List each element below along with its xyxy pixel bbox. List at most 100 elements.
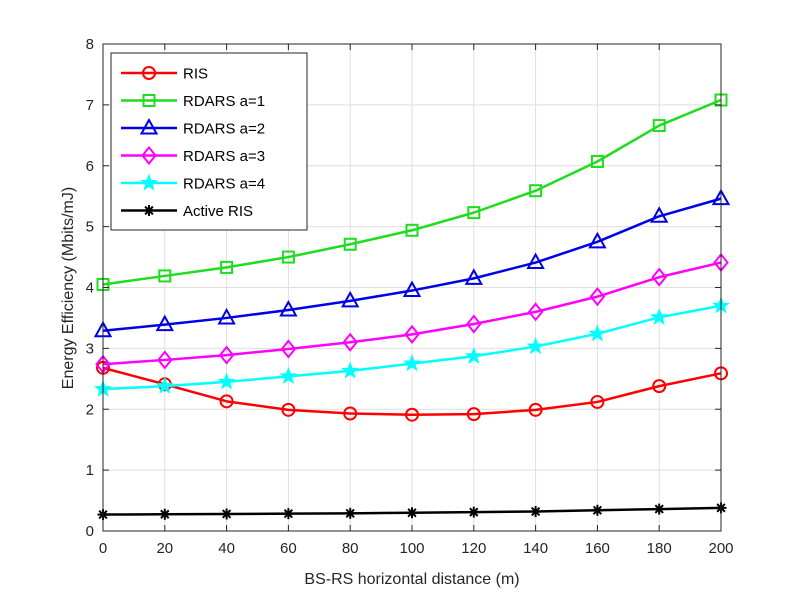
data-point-rdars-a-4: [464, 346, 483, 364]
data-point-active-ris: [591, 504, 603, 516]
x-axis-label: BS-RS horizontal distance (m): [304, 571, 519, 588]
series-line-rdars-a-3: [102, 261, 722, 366]
data-point-rdars-a-4: [650, 307, 669, 325]
y-tick-label: 6: [86, 158, 94, 175]
legend-label: RDARS a=1: [183, 93, 265, 110]
asterisk-stroke: [407, 508, 417, 518]
asterisk-stroke: [654, 504, 664, 514]
legend-entry-rdars-a-4: RDARS a=4: [121, 173, 265, 193]
legend-marker: [142, 94, 156, 107]
data-point-rdars-a-1: [158, 269, 172, 283]
data-point-active-ris: [530, 506, 542, 518]
asterisk-stroke: [160, 509, 170, 519]
asterisk-stroke: [469, 507, 479, 517]
data-point-rdars-a-2: [464, 268, 483, 285]
series-line-rdars-a-1: [102, 98, 722, 286]
y-tick-label: 2: [86, 401, 94, 418]
legend-entry-rdars-a-2: RDARS a=2: [121, 117, 265, 138]
legend-label: RDARS a=4: [183, 176, 265, 193]
asterisk-stroke: [345, 508, 355, 518]
data-point-rdars-a-2: [588, 231, 607, 249]
data-point-rdars-a-4: [217, 372, 236, 390]
data-point-rdars-a-2: [526, 252, 545, 270]
data-point-rdars-a-4: [341, 361, 360, 379]
legend-entry-active-ris: Active RIS: [121, 203, 253, 220]
data-point-rdars-a-3: [589, 287, 606, 307]
data-point-rdars-a-2: [217, 307, 236, 325]
y-tick-label: 8: [86, 36, 94, 53]
data-point-rdars-a-1: [405, 223, 419, 237]
data-point-ris: [405, 407, 419, 422]
x-tick-label: 80: [342, 540, 359, 557]
data-point-rdars-a-2: [402, 280, 422, 298]
series-layer: [93, 93, 731, 521]
data-point-rdars-a-3: [280, 339, 297, 359]
y-tick-label: 0: [86, 523, 94, 540]
data-point-ris: [528, 402, 543, 417]
legend-marker: [142, 66, 156, 80]
data-point-rdars-a-4: [588, 324, 607, 342]
legend-marker: [139, 173, 159, 191]
data-point-rdars-a-4: [402, 354, 422, 372]
y-tick-label: 7: [86, 97, 94, 114]
legend-entry-rdars-a-1: RDARS a=1: [121, 93, 265, 110]
data-point-rdars-a-3: [404, 324, 420, 344]
data-point-rdars-a-2: [341, 290, 360, 308]
legend: RIS RDARS a=1 RDARS a=2 RDARS a=3 RDARS a=4 A…: [110, 52, 308, 231]
data-point-rdars-a-1: [529, 184, 543, 198]
data-point-ris: [281, 402, 296, 417]
x-tick-label: 0: [99, 540, 107, 557]
x-tick-label: 40: [218, 540, 235, 557]
data-point-active-ris: [221, 508, 233, 520]
y-tick-label: 4: [86, 280, 94, 297]
asterisk-stroke: [592, 505, 602, 515]
legend-label: RDARS a=2: [183, 121, 265, 138]
x-tick-label: 160: [585, 540, 610, 557]
x-tick-label: 120: [461, 540, 486, 557]
series-line-ris: [102, 366, 722, 416]
legend-entry-rdars-a-3: RDARS a=3: [121, 145, 265, 166]
data-point-active-ris: [468, 506, 480, 518]
data-point-rdars-a-3: [527, 302, 544, 322]
legend-box: [110, 52, 308, 231]
x-tick-label: 60: [280, 540, 297, 557]
series-line-rdars-a-2: [102, 197, 722, 332]
legend-marker: [139, 117, 159, 135]
data-point-rdars-a-3: [342, 332, 358, 352]
data-point-ris: [343, 406, 358, 421]
legend-label: RIS: [183, 66, 208, 83]
data-point-ris: [652, 379, 667, 394]
data-point-rdars-a-1: [467, 206, 481, 220]
legend-marker: [143, 205, 155, 216]
data-point-rdars-a-1: [281, 250, 295, 264]
asterisk-stroke: [222, 509, 232, 519]
x-tick-label: 200: [708, 540, 733, 557]
data-point-rdars-a-1: [343, 237, 357, 251]
data-point-rdars-a-2: [279, 299, 298, 317]
asterisk-stroke: [531, 506, 541, 517]
data-point-ris: [590, 394, 605, 409]
legend-label: RDARS a=3: [183, 148, 265, 165]
data-point-rdars-a-1: [652, 119, 666, 133]
data-point-rdars-a-1: [220, 260, 234, 274]
y-tick-label: 5: [86, 219, 94, 236]
x-tick-label: 20: [156, 540, 173, 557]
legend-entry-ris: RIS: [121, 66, 208, 83]
legend-marker: [141, 145, 157, 166]
data-point-ris: [466, 407, 481, 422]
y-axis-label: Energy Efficiency (Mbits/mJ): [60, 187, 77, 389]
data-point-rdars-a-4: [526, 337, 545, 355]
legend-label: Active RIS: [183, 203, 253, 220]
data-point-rdars-a-3: [466, 314, 482, 334]
data-point-active-ris: [282, 508, 294, 520]
data-point-active-ris: [159, 508, 171, 520]
data-point-ris: [219, 394, 234, 409]
data-point-rdars-a-2: [650, 206, 669, 223]
asterisk-stroke: [283, 509, 293, 519]
series-rdars-a-2: [93, 188, 731, 338]
data-point-rdars-a-1: [590, 154, 604, 168]
x-tick-label: 140: [523, 540, 548, 557]
data-point-rdars-a-3: [157, 350, 173, 370]
data-point-active-ris: [653, 503, 665, 515]
